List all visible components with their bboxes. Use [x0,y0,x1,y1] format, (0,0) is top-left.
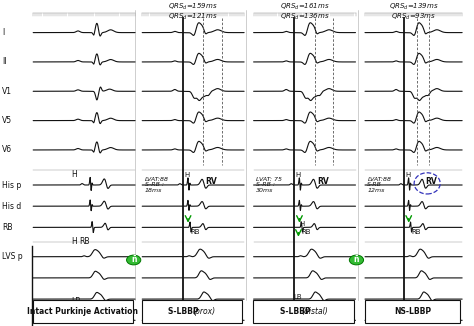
Text: His d: His d [2,202,22,211]
FancyBboxPatch shape [142,300,242,323]
Text: LVAT:88
S-RB
12ms: LVAT:88 S-RB 12ms [367,177,392,193]
Text: H: H [71,170,77,179]
Text: ñ: ñ [131,256,137,264]
Text: LVAT: 75
S-RB :
30ms: LVAT: 75 S-RB : 30ms [256,177,282,193]
Text: V6: V6 [2,145,12,155]
Circle shape [349,255,364,265]
Text: S-LBBP: S-LBBP [168,307,201,316]
Text: (distal): (distal) [302,307,328,316]
Text: $QRS_d$=121ms: $QRS_d$=121ms [168,11,218,22]
Text: RV: RV [205,177,217,185]
Text: LVAT:88
S-RB :
18ms: LVAT:88 S-RB : 18ms [145,177,169,193]
Text: ñ: ñ [354,256,359,264]
Text: $QRS_d$=159ms: $QRS_d$=159ms [168,2,218,12]
Text: RB: RB [191,229,200,235]
Text: V1: V1 [2,87,12,96]
Text: RV: RV [317,177,328,185]
Text: His p: His p [2,181,22,189]
Text: $QRS_d$=93ms: $QRS_d$=93ms [391,11,436,22]
Text: H: H [71,237,77,246]
Text: LVS p: LVS p [2,252,23,261]
Text: H: H [296,171,301,178]
Text: H: H [405,171,410,178]
Text: $QRS_d$=161ms: $QRS_d$=161ms [280,2,329,12]
Text: Intact Purkinje Activation: Intact Purkinje Activation [27,307,138,316]
Text: LB: LB [71,297,81,306]
Text: RB: RB [302,229,311,235]
Text: I: I [2,28,5,37]
FancyBboxPatch shape [365,300,460,323]
Text: H: H [184,171,190,178]
Text: $QRS_d$=139ms: $QRS_d$=139ms [389,2,438,12]
FancyBboxPatch shape [33,300,133,323]
Text: $QRS_d$=136ms: $QRS_d$=136ms [280,11,329,22]
Text: NS-LBBP: NS-LBBP [394,307,431,316]
Text: RB: RB [79,237,90,246]
Text: LB: LB [293,294,302,300]
Circle shape [127,255,141,265]
Text: H: H [300,221,305,227]
Text: RV: RV [425,177,437,185]
Text: V5: V5 [2,116,12,125]
Text: S-LBBP: S-LBBP [280,307,313,316]
Text: II: II [2,57,7,67]
FancyBboxPatch shape [253,300,354,323]
Text: RB: RB [2,223,13,232]
Text: (prox): (prox) [192,307,215,316]
Text: RB: RB [411,229,420,235]
